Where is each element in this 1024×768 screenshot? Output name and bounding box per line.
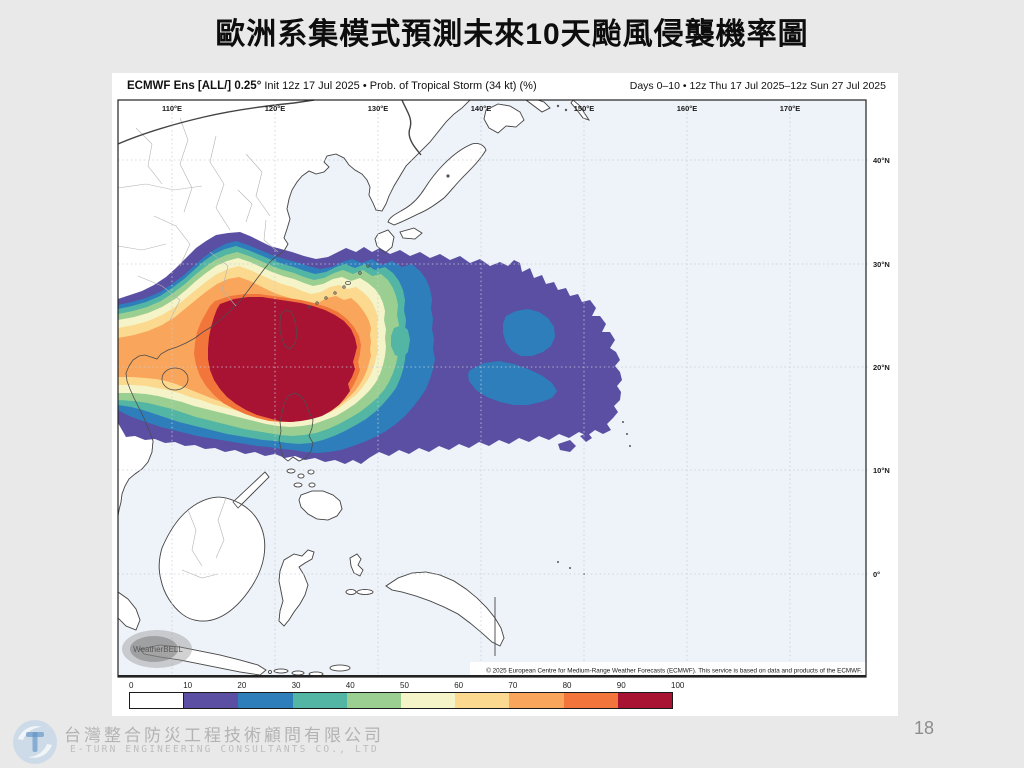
colorbar-cell [238, 693, 293, 708]
prob-contours [118, 232, 622, 464]
prob-patch-20-b [468, 361, 557, 405]
colorbar-cell [455, 693, 510, 708]
header-init-info: Init 12z 17 Jul 2025 • Prob. of Tropical… [261, 80, 537, 92]
prob-patch-20-a [503, 309, 555, 356]
colorbar-ticks: 0 10 20 30 40 50 60 70 80 90 100 [129, 681, 709, 691]
prob-fragment-10-a [558, 440, 576, 452]
colorbar-tick: 90 [616, 681, 626, 690]
colorbar-tick: 40 [345, 681, 355, 690]
colorbar-tick: 30 [291, 681, 301, 690]
e-turn-logo [13, 720, 57, 764]
colorbar-tick: 70 [508, 681, 518, 690]
lon-label-160e: 160°E [677, 104, 698, 113]
prob-fragment-10-b [580, 433, 592, 442]
lon-label-170e: 170°E [780, 104, 801, 113]
longitude-labels: 110°E 120°E 130°E 140°E 150°E 160°E 170°… [162, 104, 800, 113]
lat-label-30n: 30°N [873, 260, 890, 269]
graticule [118, 100, 870, 677]
province-borders [117, 117, 279, 579]
colorbar-tick: 10 [183, 681, 193, 690]
header-model-name: ECMWF Ens [ALL/] 0.25° [127, 80, 262, 92]
company-name-zh: 台灣整合防災工程技術顧問有限公司 [64, 726, 384, 745]
colorbar-cell [509, 693, 564, 708]
prob-patch-30 [391, 325, 410, 358]
colorbar-tick: 100 [671, 681, 685, 690]
colorbar-cell [617, 693, 672, 708]
lat-label-0: 0° [873, 570, 880, 579]
figure-header: ECMWF Ens [ALL/] 0.25° Init 12z 17 Jul 2… [127, 80, 886, 98]
colorbar-tick: 0 [129, 681, 134, 690]
lon-label-110e: 110°E [162, 104, 182, 113]
colorbar-cell [292, 693, 347, 708]
prob-ring-90 [208, 297, 357, 422]
colorbar-cell [184, 693, 239, 708]
company-name-en: E-TURN ENGINEERING CONSULTANTS CO., LTD [70, 744, 379, 755]
watermark-weatherbell: WeatherBELL [122, 630, 192, 668]
lon-label-130e: 130°E [368, 104, 389, 113]
svg-text:WeatherBELL: WeatherBELL [133, 645, 183, 654]
map: WeatherBELL © 2025 European Centre for M… [117, 99, 890, 678]
lon-label-150e: 150°E [574, 104, 595, 113]
colorbar-cell [130, 693, 185, 708]
latitude-labels: 40°N 30°N 20°N 10°N 0° [873, 156, 890, 579]
page-number: 18 [914, 718, 935, 738]
map-svg: WeatherBELL © 2025 European Centre for M… [117, 99, 890, 678]
svg-text:© 2025 European Centre for Med: © 2025 European Centre for Medium-Range … [486, 667, 862, 675]
colorbar-tick: 80 [562, 681, 572, 690]
lon-label-140e: 140°E [471, 104, 492, 113]
header-valid-range: Days 0–10 • 12z Thu 17 Jul 2025–12z Sun … [629, 80, 886, 92]
copyright-note: © 2025 European Centre for Medium-Range … [470, 662, 866, 677]
slide-title: 歐洲系集模式預測未來10天颱風侵襲機率圖 [215, 18, 809, 51]
colorbar-cell [563, 693, 618, 708]
colorbar-tick: 60 [454, 681, 464, 690]
lat-label-10n: 10°N [873, 466, 890, 475]
colorbar [129, 692, 673, 709]
colorbar-cell [400, 693, 456, 708]
lat-label-40n: 40°N [873, 156, 890, 165]
colorbar-tick: 20 [237, 681, 247, 690]
colorbar-cell [346, 693, 401, 708]
country-borders [117, 99, 496, 656]
lat-label-20n: 20°N [873, 363, 890, 372]
figure-panel: ECMWF Ens [ALL/] 0.25° Init 12z 17 Jul 2… [112, 73, 898, 716]
header-model-info: ECMWF Ens [ALL/] 0.25° Init 12z 17 Jul 2… [127, 80, 537, 92]
lon-label-120e: 120°E [265, 104, 286, 113]
colorbar-tick: 50 [400, 681, 409, 690]
